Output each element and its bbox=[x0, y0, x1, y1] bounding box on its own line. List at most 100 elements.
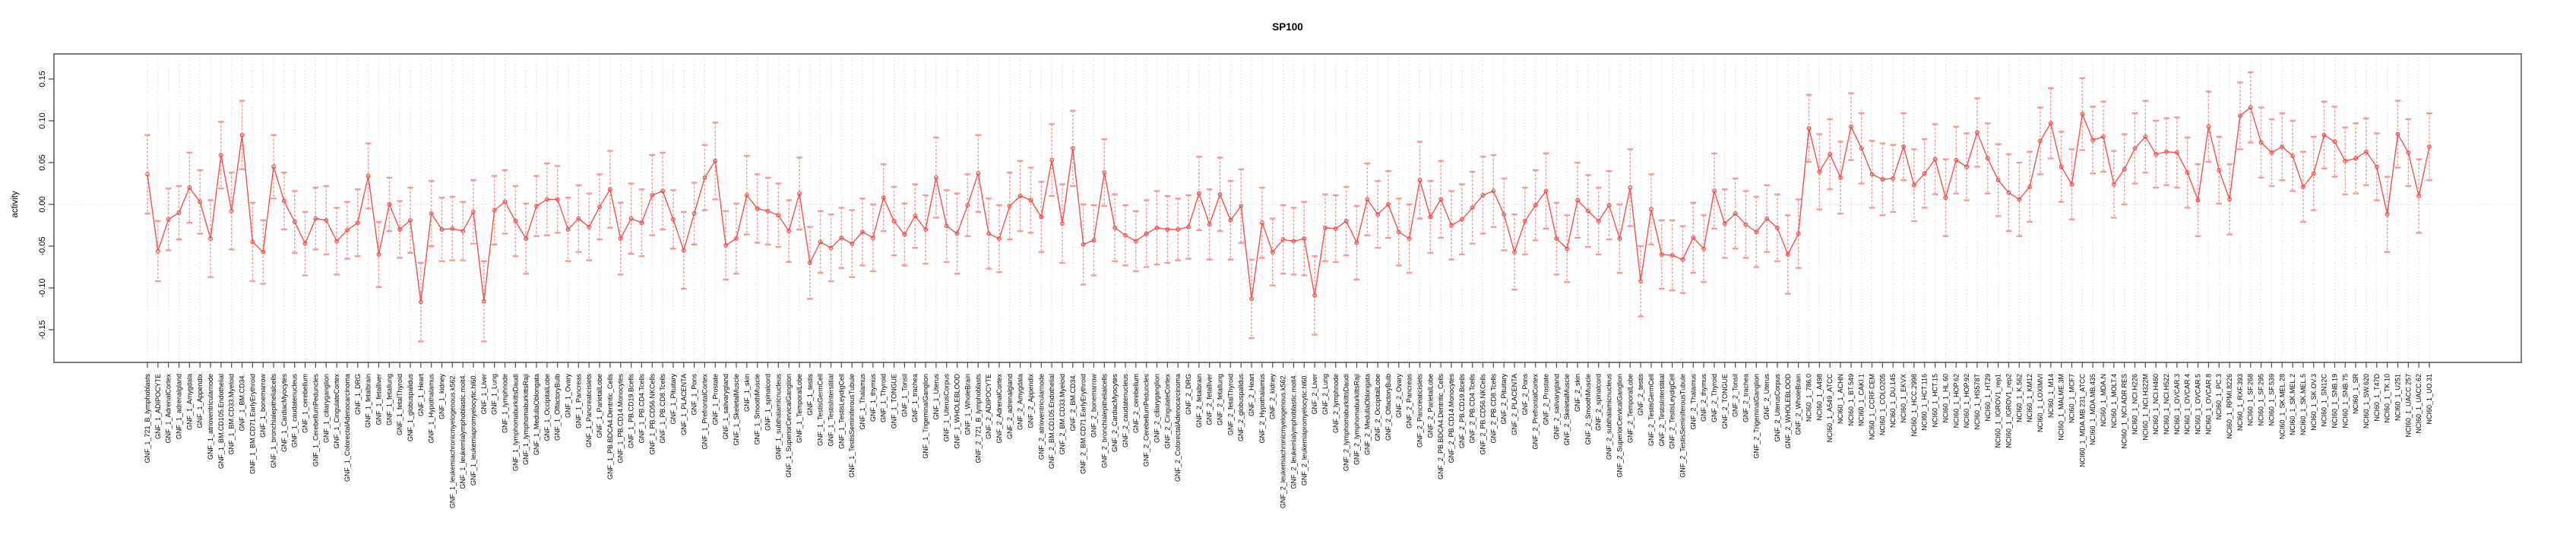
data-point bbox=[555, 197, 560, 202]
error-bar bbox=[1479, 156, 1486, 235]
x-tick-label: GNF_2_TestisSeminiferousTubule bbox=[1679, 374, 1686, 478]
data-point bbox=[618, 236, 623, 242]
error-bar bbox=[155, 220, 161, 283]
error-bar bbox=[1038, 181, 1045, 253]
x-tick-label: GNF_2_Amygdala bbox=[1017, 374, 1024, 430]
data-point bbox=[1575, 198, 1581, 203]
data-point bbox=[1396, 229, 1401, 235]
data-point bbox=[2069, 182, 2074, 187]
data-point bbox=[2038, 138, 2043, 144]
x-tick-label: GNF_1_PLACENTA bbox=[680, 374, 688, 435]
data-point bbox=[2395, 131, 2400, 137]
data-point bbox=[1701, 246, 1707, 251]
data-point bbox=[397, 227, 403, 232]
data-point bbox=[2017, 197, 2022, 202]
error-bar bbox=[2226, 163, 2233, 236]
x-tick-label: GNF_1_TemporalLobe bbox=[796, 374, 803, 443]
data-point bbox=[860, 229, 865, 235]
data-point bbox=[2332, 139, 2337, 144]
error-bar bbox=[1438, 160, 1444, 239]
data-point bbox=[891, 219, 897, 223]
data-point bbox=[229, 208, 234, 213]
x-tick-label: NCI60_1_SN12C bbox=[2321, 374, 2328, 427]
x-tick-label: NCI60_1_UO.31 bbox=[2426, 374, 2433, 425]
data-point bbox=[439, 227, 445, 232]
data-point bbox=[1554, 236, 1559, 242]
error-bar bbox=[628, 182, 635, 255]
x-tick-label: GNF_1_PB.CD56.NKCells bbox=[648, 374, 656, 455]
x-tick-label: GNF_1_subthalamicnucleus bbox=[774, 374, 782, 460]
x-tick-label: GNF_2_thymus bbox=[1700, 374, 1707, 422]
error-bar bbox=[1669, 219, 1676, 292]
x-tick-label: GNF_2_DRG bbox=[1185, 374, 1192, 415]
error-bar bbox=[723, 210, 729, 281]
data-point bbox=[2427, 144, 2432, 150]
y-tick-label: 0.10 bbox=[38, 112, 47, 128]
x-tick-label: NCI60_1_CCRF.CEM bbox=[1869, 374, 1876, 440]
x-tick-label: GNF_2_leukemialymphoblastic.molt4. bbox=[1290, 374, 1297, 489]
error-bar bbox=[1280, 204, 1286, 275]
data-point bbox=[954, 231, 960, 236]
data-point bbox=[681, 248, 686, 253]
error-bar bbox=[1648, 173, 1654, 245]
x-tick-label: GNF_2_PB.BDCA4.Dentritic_Cells bbox=[1437, 374, 1445, 480]
x-tick-label: GNF_1_Liver bbox=[480, 374, 488, 415]
x-tick-label: GNF_1_BM.CD71.EarlyErythroid bbox=[248, 374, 256, 474]
x-tick-label: GNF_2_Liver bbox=[1311, 374, 1318, 415]
error-bar bbox=[2131, 112, 2138, 185]
x-tick-label: GNF_1_lymphomaburkittsDaudi bbox=[511, 374, 519, 471]
error-bar bbox=[2290, 119, 2296, 192]
x-tick-label: GNF_1_spinalcord bbox=[764, 374, 771, 431]
error-bar bbox=[660, 151, 666, 231]
error-bar bbox=[249, 201, 256, 283]
error-bar bbox=[512, 185, 519, 258]
x-tick-label: GNF_2_lymphomaburkittsRaji bbox=[1353, 374, 1360, 465]
x-tick-label: GNF_1_adrenalgland bbox=[176, 374, 183, 439]
data-point bbox=[1039, 214, 1044, 220]
data-point bbox=[713, 158, 718, 163]
data-point bbox=[1060, 221, 1065, 226]
x-tick-label: GNF_2_TestisLeydigCell bbox=[1669, 374, 1676, 449]
data-point bbox=[1480, 192, 1486, 198]
x-tick-label: GNF_2_CardiacMyocytes bbox=[1111, 374, 1119, 453]
x-tick-label: NCI60_1_IGROV1_rep1 bbox=[1995, 374, 2002, 448]
data-point bbox=[597, 204, 603, 210]
x-tick-label: GNF_2_Uterus bbox=[1763, 374, 1771, 420]
error-bar bbox=[975, 134, 982, 213]
data-point bbox=[1449, 223, 1454, 228]
x-tick-label: GNF_1_ParietalLobe bbox=[596, 374, 603, 438]
data-point bbox=[176, 210, 182, 215]
data-point bbox=[944, 223, 949, 229]
data-point bbox=[1007, 204, 1012, 209]
error-bar bbox=[1574, 161, 1581, 239]
x-tick-label: GNF_2_Appendix bbox=[1027, 374, 1034, 428]
x-tick-label: NCI60_1_EKVX bbox=[1900, 374, 1907, 423]
data-point bbox=[2290, 153, 2296, 159]
x-tick-label: NCI60_1_NCI.H322M bbox=[2141, 374, 2149, 441]
x-tick-label: NCI60_1_SK.MEL.28 bbox=[2278, 374, 2286, 439]
error-bar bbox=[1606, 169, 1612, 241]
data-point bbox=[744, 192, 749, 198]
data-point bbox=[513, 219, 518, 223]
data-point bbox=[1596, 219, 1601, 223]
error-bar bbox=[838, 207, 845, 269]
data-point bbox=[344, 228, 350, 233]
x-tick-label: NCI60_1_MOLT.4 bbox=[2110, 374, 2118, 428]
x-tick-label: GNF_1_Uterus bbox=[932, 374, 940, 420]
x-tick-label: GNF_1_TestisSeminiferousTubule bbox=[848, 374, 856, 478]
x-tick-label: GNF_1_trachea bbox=[911, 374, 919, 422]
data-point bbox=[1680, 257, 1685, 262]
data-point bbox=[1848, 124, 1853, 129]
data-point bbox=[2090, 138, 2096, 143]
x-tick-label: GNF_2_CingulateCortex bbox=[1163, 374, 1171, 449]
data-point bbox=[723, 242, 729, 248]
data-point bbox=[1901, 144, 1907, 150]
data-point bbox=[1922, 171, 1927, 176]
x-tick-label: NCI60_1_HCT.116 bbox=[1921, 374, 1929, 431]
data-point bbox=[902, 232, 907, 237]
data-point bbox=[2132, 146, 2138, 151]
gridlines-group bbox=[54, 54, 2521, 362]
data-point bbox=[2154, 152, 2159, 157]
error-bar bbox=[754, 173, 761, 244]
x-tick-label: GNF_2_WHOLEBLOOD bbox=[1784, 374, 1792, 449]
